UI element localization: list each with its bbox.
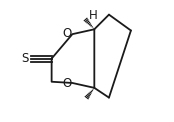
Text: O: O [62, 27, 72, 40]
Text: O: O [62, 77, 72, 90]
Text: H: H [89, 9, 97, 22]
Text: S: S [22, 52, 29, 65]
